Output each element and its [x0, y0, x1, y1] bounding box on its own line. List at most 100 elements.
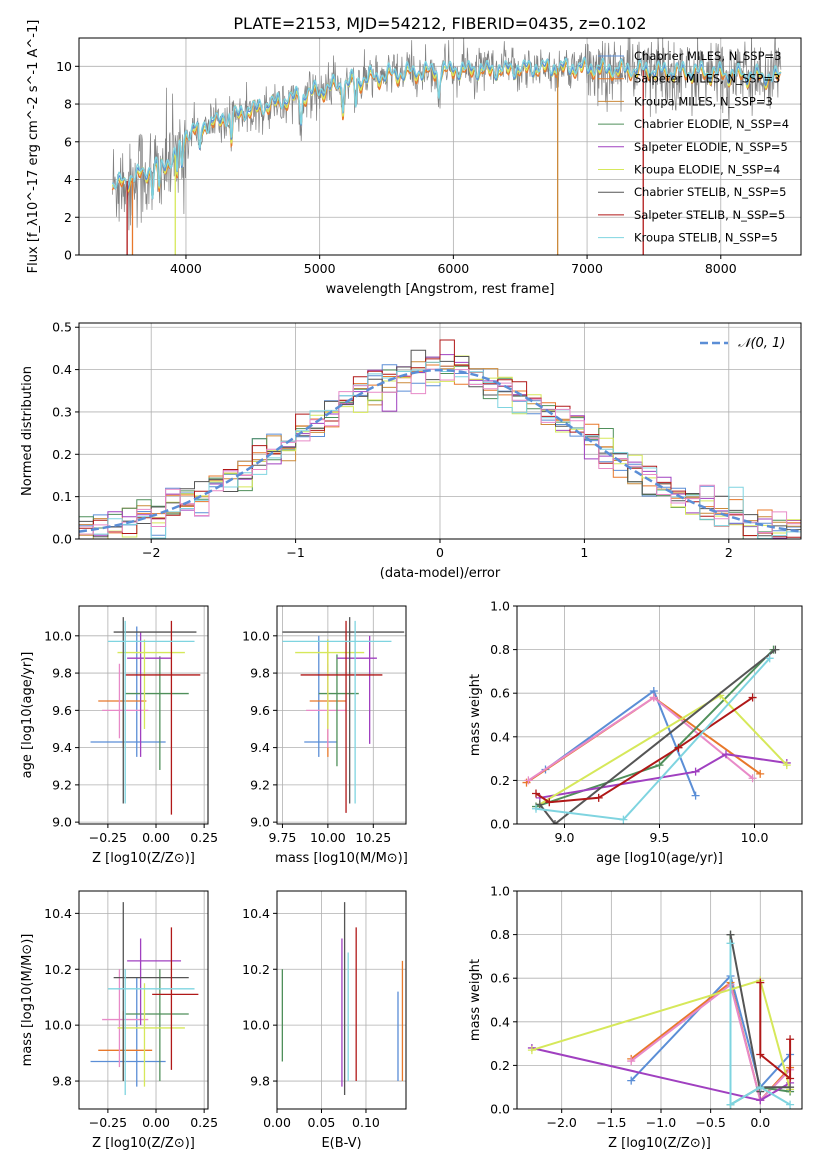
y-tick-label: 1.0 — [490, 599, 510, 614]
axes-frame — [276, 890, 407, 1110]
y-tick-label: 9.0 — [250, 815, 270, 830]
y-tick-label: 10.2 — [242, 962, 270, 977]
y-tick-label: 0.6 — [490, 971, 510, 986]
y-tick-label: 10.0 — [242, 628, 270, 643]
data-point — [527, 1046, 536, 1055]
x-tick-label: 0.00 — [142, 830, 170, 845]
series-line — [630, 974, 791, 1090]
legend-entry: Kroupa ELODIE, N_SSP=4 — [634, 163, 780, 177]
series-line — [729, 943, 791, 1107]
errorbar — [90, 626, 166, 757]
y-tick-label: 9.2 — [52, 777, 72, 792]
panel-residuals: −2 −1 0 1 2 0.0 0.1 0.2 0.3 0.4 0.5 (data-model)/er… — [20, 320, 802, 581]
errorbar — [127, 938, 182, 1026]
x-tick-label: 10.25 — [355, 830, 391, 845]
y-tick-label: 4 — [64, 172, 72, 187]
panel-spectrum: 4000 5000 6000 7000 8000 0 2 4 6 8 10 wavelength [A… — [26, 20, 802, 297]
y-tick-label: 0.2 — [490, 773, 510, 788]
residual-histogram — [79, 355, 801, 539]
data-point — [722, 750, 730, 759]
data-point — [545, 798, 554, 807]
y-tick-label: 10.2 — [44, 962, 72, 977]
axes-frame — [78, 37, 802, 256]
x-tick-label: 9.0 — [555, 830, 575, 845]
residual-histogram — [79, 339, 801, 538]
legend-entry: Chabrier ELODIE, N_SSP=4 — [634, 117, 789, 131]
y-tick-label: 10.0 — [44, 1018, 72, 1033]
y-tick-label: 0 — [64, 248, 72, 263]
series-line — [539, 648, 777, 824]
y-tick-label: 0.0 — [490, 1102, 510, 1117]
normal-curve — [79, 368, 801, 533]
panel-mass_vs_EBV: 0.00 0.05 0.10 9.8 10.0 10.2 10.4 E(B-V) — [242, 890, 407, 1151]
x-tick-label: 0.00 — [142, 1115, 170, 1130]
y-tick-label: 0.1 — [52, 489, 72, 504]
y-tick-label: 9.4 — [250, 740, 270, 755]
data-point — [756, 978, 765, 987]
series-line — [527, 696, 754, 782]
y-tick-label: 0.4 — [490, 1014, 510, 1029]
x-tick-label: −0.25 — [89, 830, 127, 845]
data-point — [786, 1035, 795, 1044]
x-axis-label: E(B-V) — [321, 1136, 361, 1151]
figure-title: PLATE=2153, MJD=54212, FIBERID=0435, z=0… — [233, 14, 646, 33]
data-point — [649, 693, 658, 702]
errorbar — [304, 635, 337, 757]
plot-area — [527, 930, 795, 1109]
data-point — [756, 769, 765, 778]
x-tick-label: −0.5 — [695, 1115, 725, 1130]
y-tick-label: 9.8 — [250, 666, 270, 681]
data-point — [756, 1050, 765, 1059]
errorbar — [90, 977, 166, 1087]
y-tick-label: 0.2 — [490, 1058, 510, 1073]
x-tick-label: −2 — [142, 545, 160, 560]
errorbar — [282, 617, 405, 804]
y-tick-label: 2 — [64, 210, 72, 225]
data-point — [594, 793, 603, 802]
y-tick-label: 0.0 — [490, 817, 510, 832]
panel-age_vs_mass: 9.75 10.00 10.25 9.0 9.2 9.4 9.6 9.8 10.0 mass [l… — [242, 605, 408, 866]
data-point — [786, 1100, 795, 1109]
data-point — [655, 761, 664, 770]
axes-frame — [78, 890, 209, 1110]
legend-entry: Salpeter STELIB, N_SSP=5 — [634, 208, 785, 222]
y-tick-label: 8 — [64, 97, 72, 112]
y-tick-label: 9.8 — [52, 666, 72, 681]
errorbar — [318, 654, 359, 767]
x-axis-label: wavelength [Angstrom, rest frame] — [326, 282, 555, 297]
y-tick-label: 6 — [64, 134, 72, 149]
y-axis-label: mass [log10(M/M⊙)] — [20, 934, 35, 1067]
panel-weight_vs_age: 9.0 9.5 10.0 0.0 0.2 0.4 0.6 0.8 1.0 age [log10(a… — [468, 599, 803, 866]
y-tick-label: 1.0 — [490, 884, 510, 899]
x-tick-label: 5000 — [304, 261, 336, 276]
model-spectrum-line — [112, 56, 782, 199]
data-point — [756, 1083, 765, 1092]
plot-area — [282, 617, 405, 813]
y-tick-label: 10 — [56, 59, 72, 74]
data-point — [524, 776, 533, 785]
x-axis-label: (data-model)/error — [380, 566, 501, 581]
x-tick-label: 0.25 — [190, 1115, 218, 1130]
data-point — [532, 804, 540, 813]
weight-series — [541, 687, 700, 800]
data-point — [726, 930, 735, 939]
data-point — [627, 1057, 636, 1066]
data-point — [756, 1096, 765, 1105]
y-tick-label: 9.8 — [250, 1074, 270, 1089]
data-point — [532, 789, 540, 798]
plot-area — [90, 617, 201, 815]
weight-series — [532, 654, 774, 824]
data-point — [786, 1074, 795, 1083]
data-point — [782, 761, 791, 770]
y-tick-label: 10.0 — [44, 628, 72, 643]
axes-frame — [516, 890, 803, 1110]
y-axis-label: mass weight — [468, 674, 483, 756]
legend: 𝒩(0, 1) — [700, 336, 785, 351]
weight-series — [522, 693, 765, 787]
x-tick-label: 7000 — [571, 261, 603, 276]
errorbar — [113, 902, 189, 1082]
y-axis-label: Flux [f_λ10^-17 erg cm^-2 s^-1 A^-1] — [26, 20, 41, 274]
legend-entry: Chabrier STELIB, N_SSP=5 — [634, 185, 786, 199]
plot-area — [79, 339, 801, 539]
